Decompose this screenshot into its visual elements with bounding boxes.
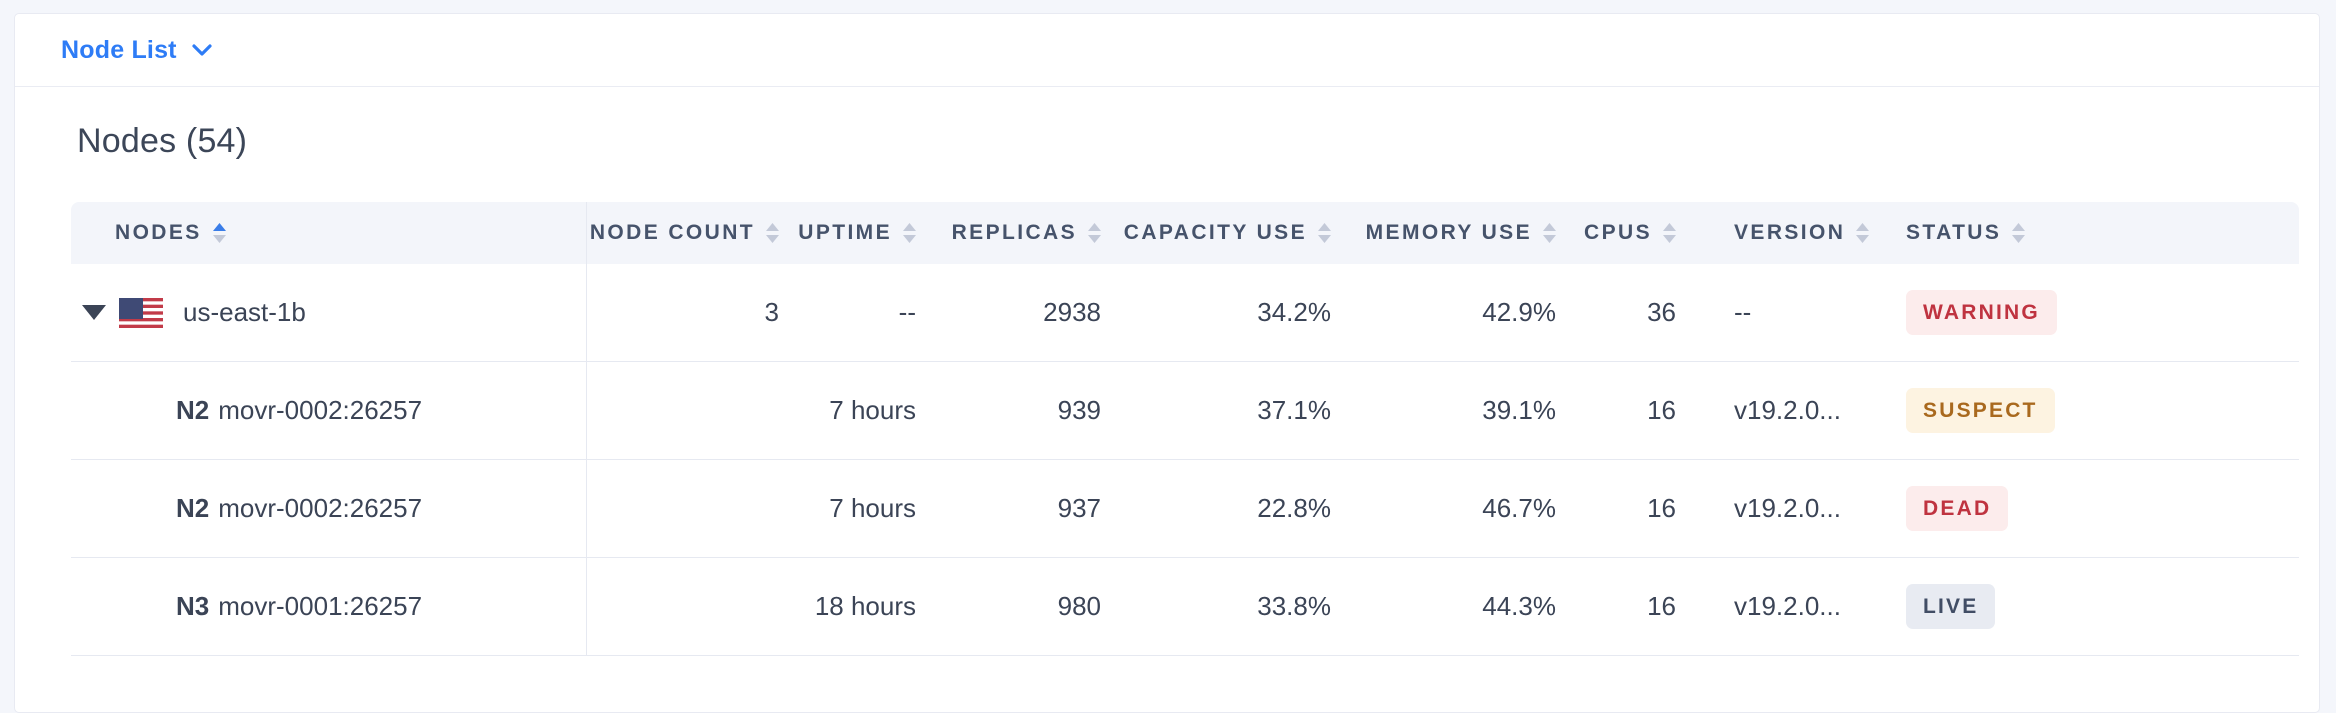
capacity-use-cell: 34.2% (1101, 264, 1331, 362)
column-label-replicas: REPLICAS (951, 221, 1077, 244)
uptime-cell: 7 hours (779, 362, 916, 460)
node-count-cell (587, 362, 779, 460)
nodes-cell: N2 movr-0002:26257 (71, 460, 587, 558)
replicas-cell: 2938 (916, 264, 1101, 362)
sort-arrows-icon (1663, 223, 1676, 243)
node-list-dropdown-label: Node List (61, 35, 177, 64)
table-body: us-east-1b 3 -- 2938 34.2% 42.9% 36 -- WARNING N2… (71, 264, 2299, 656)
capacity-use-cell: 33.8% (1101, 558, 1331, 656)
node-list-card: Node List Nodes (54) NODES NODE COUNT UPTI… (14, 13, 2320, 713)
sort-arrows-icon (1318, 223, 1331, 243)
node-list-dropdown[interactable]: Node List (61, 36, 212, 65)
column-label-status: STATUS (1906, 221, 2002, 244)
column-label-capacity_use: CAPACITY USE (1123, 221, 1307, 244)
expand-caret-icon[interactable] (81, 305, 107, 320)
status-cell: WARNING (1848, 264, 2299, 362)
column-label-version: VERSION (1734, 221, 1846, 244)
column-label-uptime: UPTIME (798, 221, 892, 244)
node-address: movr-0002:26257 (218, 395, 423, 425)
nodes-cell: N2 movr-0002:26257 (71, 362, 587, 460)
capacity-use-cell: 37.1% (1101, 362, 1331, 460)
node-row[interactable]: N2 movr-0002:26257 7 hours 937 22.8% 46.7% 16 v… (71, 460, 2299, 558)
card-topbar: Node List (15, 14, 2319, 87)
node-row[interactable]: N2 movr-0002:26257 7 hours 939 37.1% 39.1% 16 v… (71, 362, 2299, 460)
sort-arrows-icon (903, 223, 916, 243)
column-header-replicas[interactable]: REPLICAS (916, 202, 1101, 264)
column-header-nodes[interactable]: NODES (71, 202, 587, 264)
column-header-cpus[interactable]: CPUS (1556, 202, 1676, 264)
column-header-version[interactable]: VERSION (1676, 202, 1870, 264)
memory-use-cell: 42.9% (1331, 264, 1556, 362)
version-cell: v19.2.0... (1676, 558, 1848, 656)
table-header-row: NODES NODE COUNT UPTIME REPLICAS CAPACITY US… (71, 202, 2299, 264)
nodes-table: NODES NODE COUNT UPTIME REPLICAS CAPACITY US… (71, 202, 2299, 656)
version-cell: v19.2.0... (1676, 362, 1848, 460)
uptime-cell: 18 hours (779, 558, 916, 656)
column-label-cpus: CPUS (1584, 221, 1652, 244)
status-badge: LIVE (1906, 584, 1996, 629)
sort-arrows-icon (1088, 223, 1101, 243)
sort-arrows-icon (766, 223, 779, 243)
nodes-cell: N3 movr-0001:26257 (71, 558, 587, 656)
cpus-cell: 36 (1556, 264, 1676, 362)
sort-arrows-icon (2012, 223, 2026, 243)
cpus-cell: 16 (1556, 460, 1676, 558)
sort-arrows-icon (212, 223, 226, 243)
status-cell: LIVE (1848, 558, 2299, 656)
column-header-node_count[interactable]: NODE COUNT (587, 202, 779, 264)
status-badge: DEAD (1906, 486, 2009, 531)
status-badge: WARNING (1906, 290, 2057, 335)
chevron-down-icon (192, 43, 212, 56)
node-row[interactable]: N3 movr-0001:26257 18 hours 980 33.8% 44.3% 16… (71, 558, 2299, 656)
node-address: movr-0002:26257 (218, 493, 423, 523)
column-header-status[interactable]: STATUS (1848, 202, 2299, 264)
nodes-cell: us-east-1b (71, 264, 587, 362)
uptime-cell: 7 hours (779, 460, 916, 558)
capacity-use-cell: 22.8% (1101, 460, 1331, 558)
column-label-memory_use: MEMORY USE (1365, 221, 1532, 244)
column-header-uptime[interactable]: UPTIME (779, 202, 916, 264)
node-id: N2 (176, 395, 210, 425)
column-label-node_count: NODE COUNT (589, 221, 755, 244)
memory-use-cell: 46.7% (1331, 460, 1556, 558)
node-count-cell (587, 460, 779, 558)
node-count-cell (587, 558, 779, 656)
node-address: movr-0001:26257 (218, 591, 423, 621)
uptime-cell: -- (779, 264, 916, 362)
replicas-cell: 980 (916, 558, 1101, 656)
status-badge: SUSPECT (1906, 388, 2055, 433)
replicas-cell: 937 (916, 460, 1101, 558)
us-flag-icon (119, 297, 163, 328)
version-cell: v19.2.0... (1676, 460, 1848, 558)
status-cell: SUSPECT (1848, 362, 2299, 460)
column-header-memory_use[interactable]: MEMORY USE (1331, 202, 1556, 264)
node-id: N3 (176, 591, 210, 621)
cpus-cell: 16 (1556, 362, 1676, 460)
sort-arrows-icon (1543, 223, 1556, 243)
node-id: N2 (176, 493, 210, 523)
page-title: Nodes (54) (77, 122, 248, 160)
cpus-cell: 16 (1556, 558, 1676, 656)
status-cell: DEAD (1848, 460, 2299, 558)
node-count-cell: 3 (587, 264, 779, 362)
sort-arrows-icon (1856, 223, 1870, 243)
version-cell: -- (1676, 264, 1848, 362)
memory-use-cell: 39.1% (1331, 362, 1556, 460)
region-row[interactable]: us-east-1b 3 -- 2938 34.2% 42.9% 36 -- WARNING (71, 264, 2299, 362)
card-content: Nodes (54) NODES NODE COUNT UPTIME REPLICAS… (15, 122, 2319, 656)
replicas-cell: 939 (916, 362, 1101, 460)
memory-use-cell: 44.3% (1331, 558, 1556, 656)
region-name: us-east-1b (183, 297, 306, 327)
column-header-capacity_use[interactable]: CAPACITY USE (1101, 202, 1331, 264)
column-label-nodes: NODES (115, 221, 202, 244)
